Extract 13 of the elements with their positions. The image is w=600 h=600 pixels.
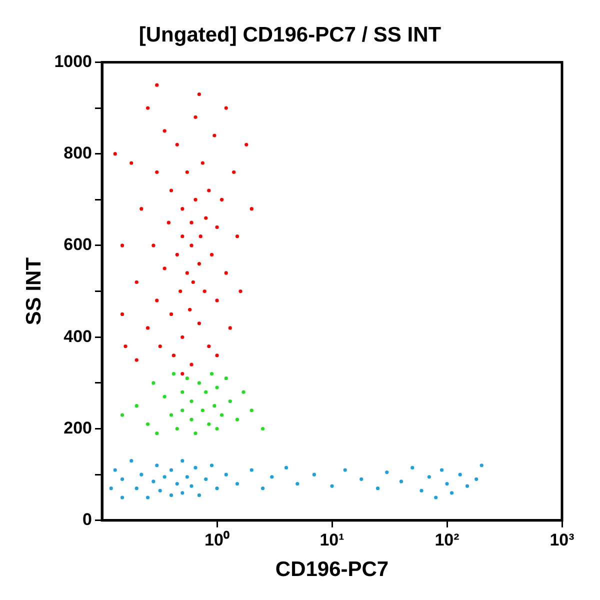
y-axis-title: SS INT: [22, 257, 46, 326]
x-tick-label: 10²: [434, 530, 460, 550]
x-tick-label: 10³: [550, 530, 575, 550]
y-tick-label: 800: [64, 144, 92, 163]
y-tick-label: 200: [64, 418, 92, 438]
x-tick-label: 10⁰: [204, 530, 230, 550]
y-tick-label: 400: [64, 326, 92, 346]
y-tick-label: 1000: [54, 52, 92, 71]
y-tick-label: 600: [64, 235, 92, 254]
chart-title: [Ungated] CD196-PC7 / SS INT: [138, 23, 442, 46]
x-axis-title: CD196-PC7: [275, 558, 389, 582]
y-tick-label: 0: [82, 510, 92, 530]
x-tick-label: 10¹: [320, 530, 345, 550]
